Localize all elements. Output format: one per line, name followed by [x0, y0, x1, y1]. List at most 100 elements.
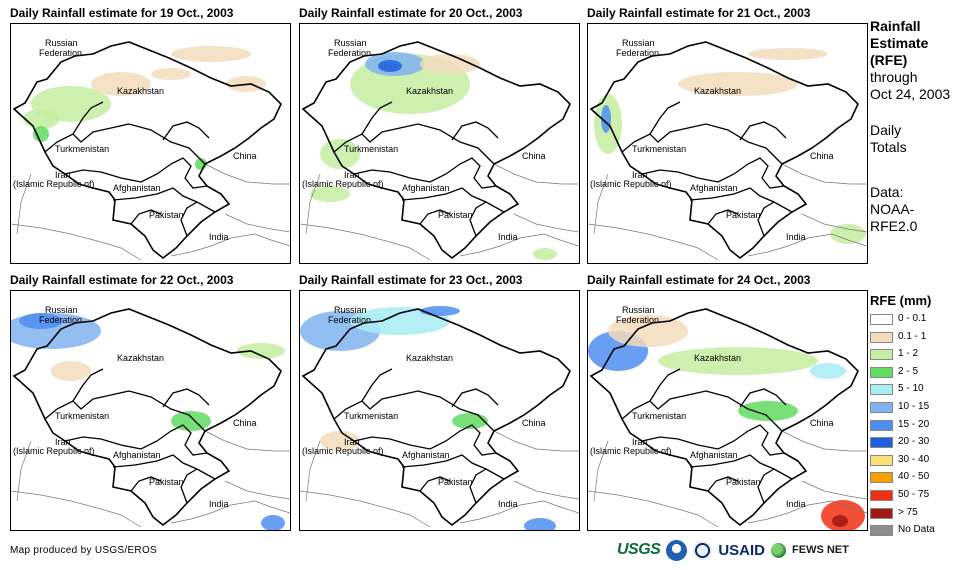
panel-title: Daily Rainfall estimate for 20 Oct., 200…: [299, 6, 523, 20]
region-outline: [12, 41, 282, 260]
country-label-china: China: [233, 418, 257, 428]
info-data-label: Data:: [870, 184, 904, 200]
country-label-china: China: [810, 418, 834, 428]
country-border-thin: [493, 163, 579, 185]
country-label-pakistan: Pakistan: [438, 210, 473, 220]
country-label-russia: Russian: [45, 38, 78, 48]
legend-label: 10 - 15: [898, 400, 930, 412]
country-border: [757, 201, 775, 237]
rain-area: [810, 363, 846, 379]
country-border: [451, 388, 499, 408]
rain-area: [830, 224, 866, 244]
country-label-iran: (Islamic Republic of): [13, 179, 95, 189]
country-label-turkmenistan: Turkmenistan: [632, 144, 686, 154]
country-label-turkmenistan: Turkmenistan: [344, 144, 398, 154]
legend-swatch: [870, 401, 893, 413]
country-label-afghanistan: Afghanistan: [113, 450, 161, 460]
logo-strip: USGS USAID FEWS NET: [617, 538, 849, 562]
country-label-pakistan: Pakistan: [149, 477, 184, 487]
legend-label: 50 - 75: [898, 488, 930, 500]
country-border: [72, 368, 104, 402]
legend-swatch: [870, 349, 893, 361]
country-label-china: China: [810, 151, 834, 161]
country-label-pakistan: Pakistan: [726, 477, 761, 487]
country-border-thin: [801, 480, 867, 500]
region-outline: [12, 308, 282, 527]
country-label-iran: Iran: [344, 170, 360, 180]
country-border-thin: [300, 490, 431, 528]
panel-title: Daily Rainfall estimate for 21 Oct., 200…: [587, 6, 811, 20]
country-border-thin: [16, 173, 32, 235]
country-border-thin: [224, 480, 290, 500]
country-border: [739, 121, 787, 141]
rainfall-map: Russian Federation Kazakhstan Turkmenistan I…: [10, 290, 291, 531]
country-label-kazakhstan: Kazakhstan: [694, 86, 741, 96]
legend-label: 15 - 20: [898, 418, 930, 430]
country-border-thin: [781, 163, 867, 185]
info-totals: Totals: [870, 139, 907, 155]
country-border: [361, 368, 393, 402]
usaid-seal-icon: [693, 540, 713, 560]
legend-swatch: [870, 489, 893, 501]
region-outline: [589, 41, 859, 260]
usgs-logo: USGS: [617, 541, 661, 558]
country-border: [707, 209, 739, 225]
panel-title: Daily Rainfall estimate for 19 Oct., 200…: [10, 6, 234, 20]
country-label-russia: Russian: [622, 38, 655, 48]
country-label-russia: Federation: [616, 315, 659, 325]
country-border: [44, 390, 206, 432]
country-label-kazakhstan: Kazakhstan: [406, 86, 453, 96]
rain-area: [23, 109, 59, 129]
rain-area: [320, 139, 360, 169]
country-border-thin: [593, 440, 609, 502]
rainfall-map: Russian Federation Kazakhstan Turkmenistan I…: [299, 290, 580, 531]
country-border: [469, 201, 487, 237]
info-data-src-1: NOAA-: [870, 201, 915, 217]
info-daily: Daily: [870, 122, 902, 138]
country-border: [162, 121, 210, 141]
country-border: [757, 468, 775, 504]
info-data-src-2: RFE2.0: [870, 218, 918, 234]
country-label-iran: (Islamic Republic of): [302, 446, 384, 456]
country-border-thin: [224, 213, 290, 233]
legend-swatch: [870, 525, 893, 537]
rain-area: [420, 54, 480, 74]
country-label-afghanistan: Afghanistan: [402, 183, 450, 193]
rain-area: [821, 500, 865, 530]
fews-globe-icon: [771, 542, 787, 558]
legend-swatch: [870, 314, 893, 325]
country-label-turkmenistan: Turkmenistan: [55, 144, 109, 154]
rain-area: [601, 105, 611, 133]
rain-area: [320, 431, 360, 451]
country-border-thin: [513, 213, 579, 233]
country-label-russia: Federation: [39, 315, 82, 325]
country-label-russia: Federation: [616, 48, 659, 58]
country-label-russia: Russian: [334, 38, 367, 48]
country-border: [64, 157, 208, 189]
rain-area: [171, 46, 251, 62]
panel-title: Daily Rainfall estimate for 24 Oct., 200…: [587, 273, 811, 287]
country-label-afghanistan: Afghanistan: [113, 183, 161, 193]
info-date: Oct 24, 2003: [870, 86, 951, 102]
rain-area: [237, 343, 285, 359]
country-label-russia: Federation: [328, 48, 371, 58]
info-title-2: Estimate: [870, 35, 929, 51]
legend-title: RFE (mm): [870, 293, 932, 308]
legend-swatch: [870, 366, 893, 378]
country-label-russia: Russian: [45, 305, 78, 315]
rain-area: [378, 60, 402, 72]
country-label-iran: (Islamic Republic of): [590, 446, 672, 456]
country-border-thin: [513, 480, 579, 500]
country-border-thin: [593, 173, 609, 235]
country-label-afghanistan: Afghanistan: [690, 183, 738, 193]
legend-label: 5 - 10: [898, 383, 924, 395]
country-border: [64, 424, 208, 456]
region-outline: [301, 41, 571, 260]
country-border-thin: [16, 440, 32, 502]
country-border-thin: [204, 430, 290, 452]
rain-area: [678, 72, 798, 96]
country-label-russia: Federation: [39, 48, 82, 58]
country-border: [130, 476, 162, 492]
legend-label: > 75: [898, 506, 918, 518]
map-info: Rainfall Estimate (RFE) through Oct 24, …: [870, 18, 962, 235]
